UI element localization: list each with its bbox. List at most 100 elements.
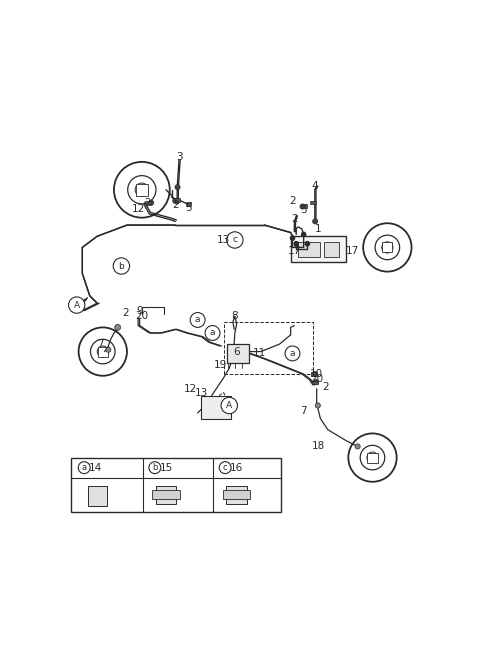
Bar	[145, 201, 151, 204]
Circle shape	[190, 312, 205, 327]
Text: a: a	[210, 329, 215, 338]
Bar	[298, 242, 321, 257]
Circle shape	[355, 444, 360, 449]
Text: 11: 11	[252, 348, 265, 359]
Bar	[227, 344, 249, 363]
Bar	[98, 347, 108, 357]
Circle shape	[312, 219, 318, 224]
Text: 16: 16	[230, 463, 243, 473]
Bar	[301, 204, 307, 208]
Text: 12: 12	[183, 384, 197, 394]
Text: 18: 18	[312, 441, 325, 451]
Circle shape	[128, 175, 156, 204]
Circle shape	[106, 347, 111, 352]
Circle shape	[305, 241, 310, 246]
Text: 14: 14	[89, 463, 102, 473]
Text: A: A	[73, 301, 80, 310]
Text: 10: 10	[310, 369, 323, 379]
Circle shape	[113, 258, 130, 274]
Text: 5: 5	[185, 203, 192, 213]
Text: 1: 1	[315, 224, 322, 234]
Bar	[311, 372, 317, 376]
Text: c: c	[232, 235, 237, 244]
Text: b: b	[119, 261, 124, 271]
Text: A: A	[226, 401, 232, 410]
Bar	[290, 236, 347, 262]
Text: 2: 2	[323, 382, 329, 392]
Text: b: b	[152, 463, 157, 472]
Circle shape	[290, 236, 295, 241]
Bar	[156, 486, 177, 504]
Text: 20: 20	[310, 374, 323, 385]
Circle shape	[360, 445, 385, 470]
Text: 9: 9	[137, 306, 144, 316]
Text: 5: 5	[300, 205, 307, 215]
Bar	[88, 486, 107, 506]
Text: 4: 4	[312, 181, 318, 191]
Circle shape	[348, 434, 396, 482]
Text: 6: 6	[233, 347, 240, 357]
Bar	[383, 243, 392, 252]
Circle shape	[115, 325, 120, 331]
Text: 3: 3	[176, 152, 182, 162]
Circle shape	[219, 462, 231, 473]
Text: a: a	[82, 463, 87, 472]
Text: 8: 8	[231, 311, 238, 321]
Bar	[324, 242, 339, 257]
Circle shape	[91, 339, 115, 364]
Circle shape	[78, 462, 90, 473]
Bar	[312, 381, 318, 384]
Bar	[175, 198, 180, 202]
Circle shape	[363, 223, 411, 272]
Bar	[71, 458, 281, 512]
Text: 13: 13	[195, 387, 208, 398]
Text: 15: 15	[159, 463, 173, 473]
Bar	[368, 452, 377, 463]
Circle shape	[227, 232, 243, 248]
Circle shape	[382, 242, 393, 253]
Text: a: a	[290, 349, 295, 358]
Text: 20: 20	[135, 311, 148, 321]
Text: 7: 7	[300, 406, 307, 416]
Text: a: a	[195, 316, 200, 325]
Text: 2: 2	[144, 198, 151, 208]
Circle shape	[97, 346, 108, 357]
Circle shape	[300, 204, 305, 209]
Bar	[136, 184, 148, 196]
Circle shape	[301, 232, 306, 237]
Text: 12: 12	[132, 204, 145, 214]
Circle shape	[175, 185, 180, 190]
Circle shape	[148, 200, 154, 205]
Circle shape	[375, 235, 400, 259]
Bar	[223, 490, 251, 499]
Text: c: c	[223, 463, 228, 472]
Circle shape	[69, 297, 85, 313]
Circle shape	[294, 241, 299, 246]
Text: 2: 2	[172, 200, 179, 210]
Circle shape	[313, 379, 319, 385]
Bar	[202, 396, 231, 419]
Circle shape	[367, 452, 378, 463]
Circle shape	[221, 397, 238, 414]
Circle shape	[149, 462, 161, 473]
Text: 2: 2	[289, 196, 296, 206]
Circle shape	[312, 371, 317, 376]
Circle shape	[173, 198, 178, 203]
Text: 17: 17	[288, 246, 301, 256]
Text: 17: 17	[346, 246, 359, 256]
Circle shape	[135, 183, 148, 196]
Circle shape	[79, 327, 127, 376]
Bar	[311, 201, 316, 204]
Circle shape	[285, 346, 300, 361]
Circle shape	[114, 162, 170, 218]
Circle shape	[315, 403, 321, 408]
Text: 7: 7	[97, 339, 104, 349]
Circle shape	[205, 325, 220, 340]
Text: 19: 19	[213, 360, 227, 370]
Text: 2: 2	[291, 214, 298, 224]
Bar	[152, 490, 180, 499]
Bar	[224, 322, 313, 374]
Bar	[226, 486, 247, 504]
Text: 13: 13	[217, 235, 230, 245]
Text: 2: 2	[122, 308, 129, 318]
